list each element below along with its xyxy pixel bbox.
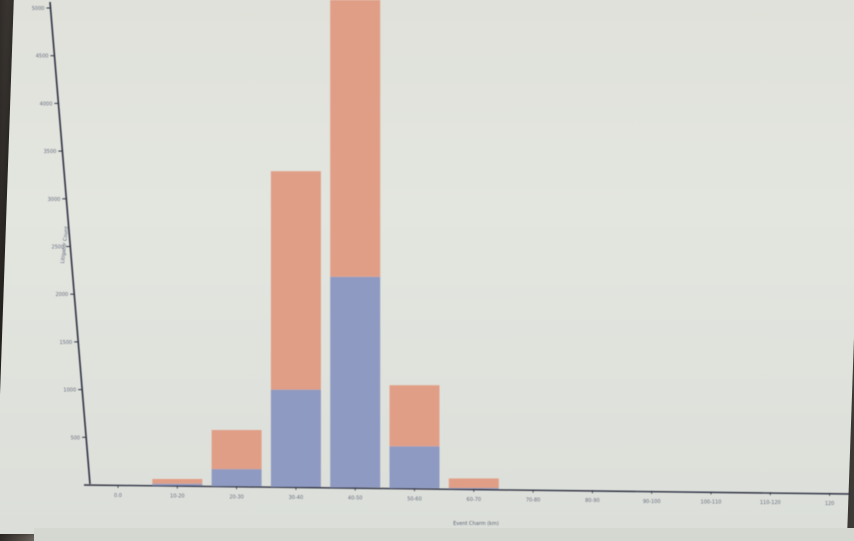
x-tick-label: 80-90 [585, 498, 600, 504]
y-tick-label: 4000 [40, 101, 53, 107]
bar-segment-series-1 [211, 469, 262, 487]
x-tick-label: 30-40 [289, 495, 304, 501]
y-tick-label: 500 [71, 435, 81, 441]
x-ticks-group: 0.0 10-20 20-30 30-40 40-50 50-60 60-70 70-80 80… [114, 485, 834, 507]
bar-segment-series-1 [389, 446, 440, 489]
x-tick-label: 120 [825, 501, 835, 507]
bar-segment-series-2 [270, 171, 321, 390]
paper-edge [34, 528, 854, 541]
bar-segment-series-1 [152, 483, 203, 486]
y-tick-label: 2000 [56, 292, 69, 298]
bar-segment-series-1 [330, 276, 381, 488]
x-axis-title: Event Charm (km) [453, 521, 499, 527]
x-tick-label: 0.0 [114, 493, 122, 499]
x-tick-label: 100-110 [701, 500, 722, 506]
y-tick-label: 3500 [44, 149, 57, 155]
bar-segment-series-1 [270, 389, 321, 487]
y-axis-line [49, 1, 91, 485]
y-tick-label: 1500 [59, 340, 72, 346]
x-axis-line [83, 484, 851, 495]
x-tick-label: 40-50 [348, 496, 363, 502]
y-tick-label: 1000 [63, 388, 76, 394]
x-tick-label: 50-60 [407, 496, 422, 502]
y-ticks-group: 500 1000 1500 2000 2500 3000 3500 4000 4500 5000 [32, 6, 87, 441]
x-tick-label: 70-80 [526, 498, 541, 504]
bars-group [152, 0, 499, 489]
x-tick-label: 20-30 [229, 494, 244, 500]
y-tick-label: 3000 [48, 197, 61, 203]
x-tick-label: 60-70 [467, 497, 482, 503]
x-tick-label: 90-100 [643, 499, 661, 505]
bar-segment-series-2 [448, 478, 499, 488]
bar-segment-series-2 [152, 478, 203, 484]
x-tick-label: 10-20 [170, 494, 185, 500]
bar-segment-series-2 [211, 430, 262, 470]
bar-segment-series-2 [330, 0, 381, 277]
bar-segment-series-2 [389, 385, 440, 447]
y-tick-label: 2500 [52, 245, 65, 251]
bar-segment-series-1 [448, 487, 499, 489]
x-tick-label: 110-120 [760, 500, 781, 506]
chart-axes [49, 1, 851, 495]
y-axis-title: Litigator Count [60, 226, 70, 264]
y-tick-label: 5000 [32, 6, 45, 12]
y-tick-label: 4500 [36, 54, 49, 60]
